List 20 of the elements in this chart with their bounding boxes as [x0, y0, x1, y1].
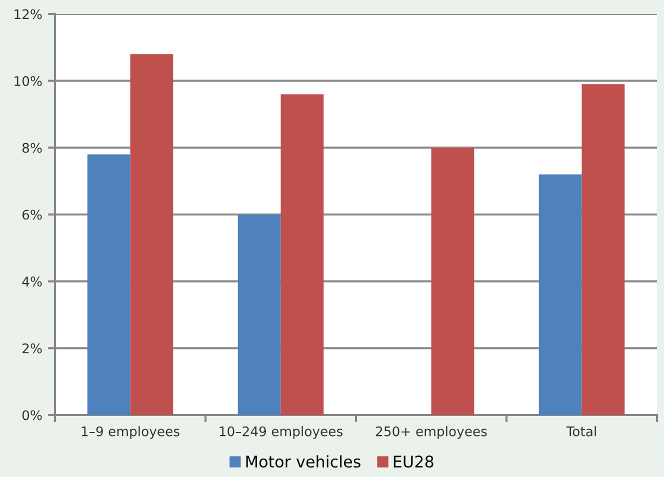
bar — [582, 84, 625, 415]
x-tick-label: Total — [566, 426, 596, 436]
y-tick-label: 12% — [14, 9, 42, 20]
x-tick-label: 1–9 employees — [82, 426, 180, 439]
y-tick-label: 2% — [22, 343, 42, 354]
legend-label: Motor vehicles — [246, 455, 360, 468]
legend-label: EU28 — [394, 456, 434, 468]
y-tick-label: 10% — [14, 76, 42, 86]
bar — [238, 214, 281, 415]
bar — [431, 148, 474, 415]
y-tick-label: 4% — [22, 276, 42, 287]
y-tick-label: 0% — [22, 410, 42, 420]
bar — [130, 54, 174, 415]
x-tick-label: 250+ employees — [376, 426, 487, 439]
y-tick-label: 6% — [22, 210, 42, 220]
x-tick-label: 10–249 employees — [220, 426, 342, 439]
bar — [280, 94, 324, 415]
bar — [87, 154, 130, 415]
bar — [538, 174, 582, 415]
y-tick-label: 8% — [22, 142, 42, 153]
